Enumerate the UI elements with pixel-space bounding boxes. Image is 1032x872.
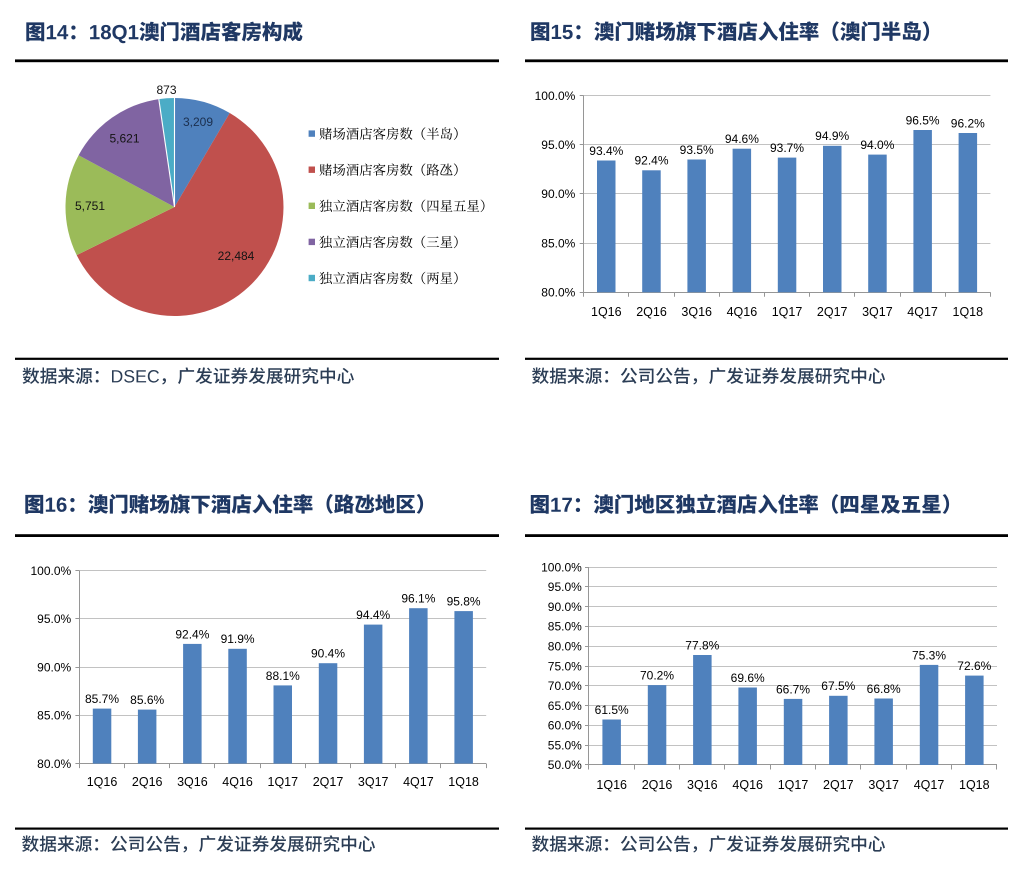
svg-text:85.6%: 85.6%: [130, 693, 164, 707]
svg-text:1Q18: 1Q18: [448, 775, 479, 789]
svg-text:5,621: 5,621: [109, 132, 139, 146]
svg-text:60.0%: 60.0%: [548, 719, 582, 733]
svg-text:85.0%: 85.0%: [548, 620, 582, 634]
svg-text:66.7%: 66.7%: [776, 682, 810, 696]
svg-text:95.0%: 95.0%: [37, 612, 71, 626]
svg-text:61.5%: 61.5%: [595, 703, 629, 717]
svg-text:1Q18: 1Q18: [953, 305, 984, 319]
svg-text:4Q16: 4Q16: [222, 775, 253, 789]
svg-text:100.0%: 100.0%: [30, 564, 71, 578]
svg-text:69.6%: 69.6%: [731, 671, 765, 685]
svg-text:2Q16: 2Q16: [636, 305, 667, 319]
svg-text:70.2%: 70.2%: [640, 669, 674, 683]
svg-text:1Q16: 1Q16: [596, 778, 627, 792]
svg-text:3Q17: 3Q17: [868, 778, 899, 792]
svg-text:2Q17: 2Q17: [313, 775, 344, 789]
svg-text:4Q17: 4Q17: [914, 778, 945, 792]
svg-text:2Q17: 2Q17: [823, 778, 854, 792]
svg-text:100.0%: 100.0%: [535, 89, 576, 103]
svg-text:88.1%: 88.1%: [266, 669, 300, 683]
svg-text:94.4%: 94.4%: [356, 608, 390, 622]
svg-text:55.0%: 55.0%: [548, 738, 582, 752]
svg-text:3Q17: 3Q17: [358, 775, 389, 789]
svg-text:85.0%: 85.0%: [37, 709, 71, 723]
svg-text:96.2%: 96.2%: [951, 116, 985, 130]
svg-text:1Q17: 1Q17: [772, 305, 803, 319]
svg-text:77.8%: 77.8%: [685, 638, 719, 652]
svg-text:94.6%: 94.6%: [725, 132, 759, 146]
svg-text:80.0%: 80.0%: [548, 640, 582, 654]
svg-text:3,209: 3,209: [183, 115, 213, 129]
svg-text:1Q16: 1Q16: [87, 775, 118, 789]
svg-text:96.1%: 96.1%: [401, 592, 435, 606]
svg-text:96.5%: 96.5%: [906, 113, 940, 127]
svg-text:85.0%: 85.0%: [541, 236, 575, 250]
svg-text:90.0%: 90.0%: [541, 187, 575, 201]
svg-text:65.0%: 65.0%: [548, 699, 582, 713]
svg-text:70.0%: 70.0%: [548, 679, 582, 693]
svg-text:92.4%: 92.4%: [175, 627, 209, 641]
svg-text:92.4%: 92.4%: [634, 154, 668, 168]
svg-text:2Q16: 2Q16: [132, 775, 163, 789]
svg-text:80.0%: 80.0%: [37, 757, 71, 771]
svg-text:1Q18: 1Q18: [959, 778, 990, 792]
svg-text:94.0%: 94.0%: [860, 138, 894, 152]
svg-text:4Q16: 4Q16: [732, 778, 763, 792]
svg-text:95.8%: 95.8%: [447, 595, 481, 609]
svg-text:4Q17: 4Q17: [403, 775, 434, 789]
svg-text:3Q17: 3Q17: [862, 305, 893, 319]
svg-text:873: 873: [156, 83, 176, 97]
svg-text:72.6%: 72.6%: [957, 659, 991, 673]
svg-text:90.0%: 90.0%: [548, 600, 582, 614]
svg-text:50.0%: 50.0%: [548, 758, 582, 772]
svg-text:67.5%: 67.5%: [821, 679, 855, 693]
svg-text:80.0%: 80.0%: [541, 286, 575, 300]
svg-text:1Q17: 1Q17: [268, 775, 299, 789]
svg-text:90.4%: 90.4%: [311, 647, 345, 661]
svg-text:94.9%: 94.9%: [815, 129, 849, 143]
svg-text:100.0%: 100.0%: [541, 560, 582, 574]
svg-text:1Q16: 1Q16: [591, 305, 622, 319]
svg-text:3Q16: 3Q16: [687, 778, 718, 792]
svg-text:90.0%: 90.0%: [37, 660, 71, 674]
svg-text:75.3%: 75.3%: [912, 648, 946, 662]
svg-text:4Q16: 4Q16: [727, 305, 758, 319]
svg-text:93.7%: 93.7%: [770, 141, 804, 155]
svg-text:1Q17: 1Q17: [778, 778, 809, 792]
svg-text:4Q17: 4Q17: [907, 305, 938, 319]
svg-text:5,751: 5,751: [75, 199, 105, 213]
svg-text:95.0%: 95.0%: [548, 580, 582, 594]
svg-text:75.0%: 75.0%: [548, 659, 582, 673]
svg-text:2Q16: 2Q16: [642, 778, 673, 792]
svg-text:93.5%: 93.5%: [680, 143, 714, 157]
svg-text:66.8%: 66.8%: [867, 682, 901, 696]
svg-text:3Q16: 3Q16: [681, 305, 712, 319]
svg-text:22,484: 22,484: [218, 249, 255, 263]
svg-text:93.4%: 93.4%: [589, 144, 623, 158]
svg-text:3Q16: 3Q16: [177, 775, 208, 789]
svg-text:91.9%: 91.9%: [221, 632, 255, 646]
svg-text:95.0%: 95.0%: [541, 138, 575, 152]
svg-text:2Q17: 2Q17: [817, 305, 848, 319]
svg-text:85.7%: 85.7%: [85, 692, 119, 706]
